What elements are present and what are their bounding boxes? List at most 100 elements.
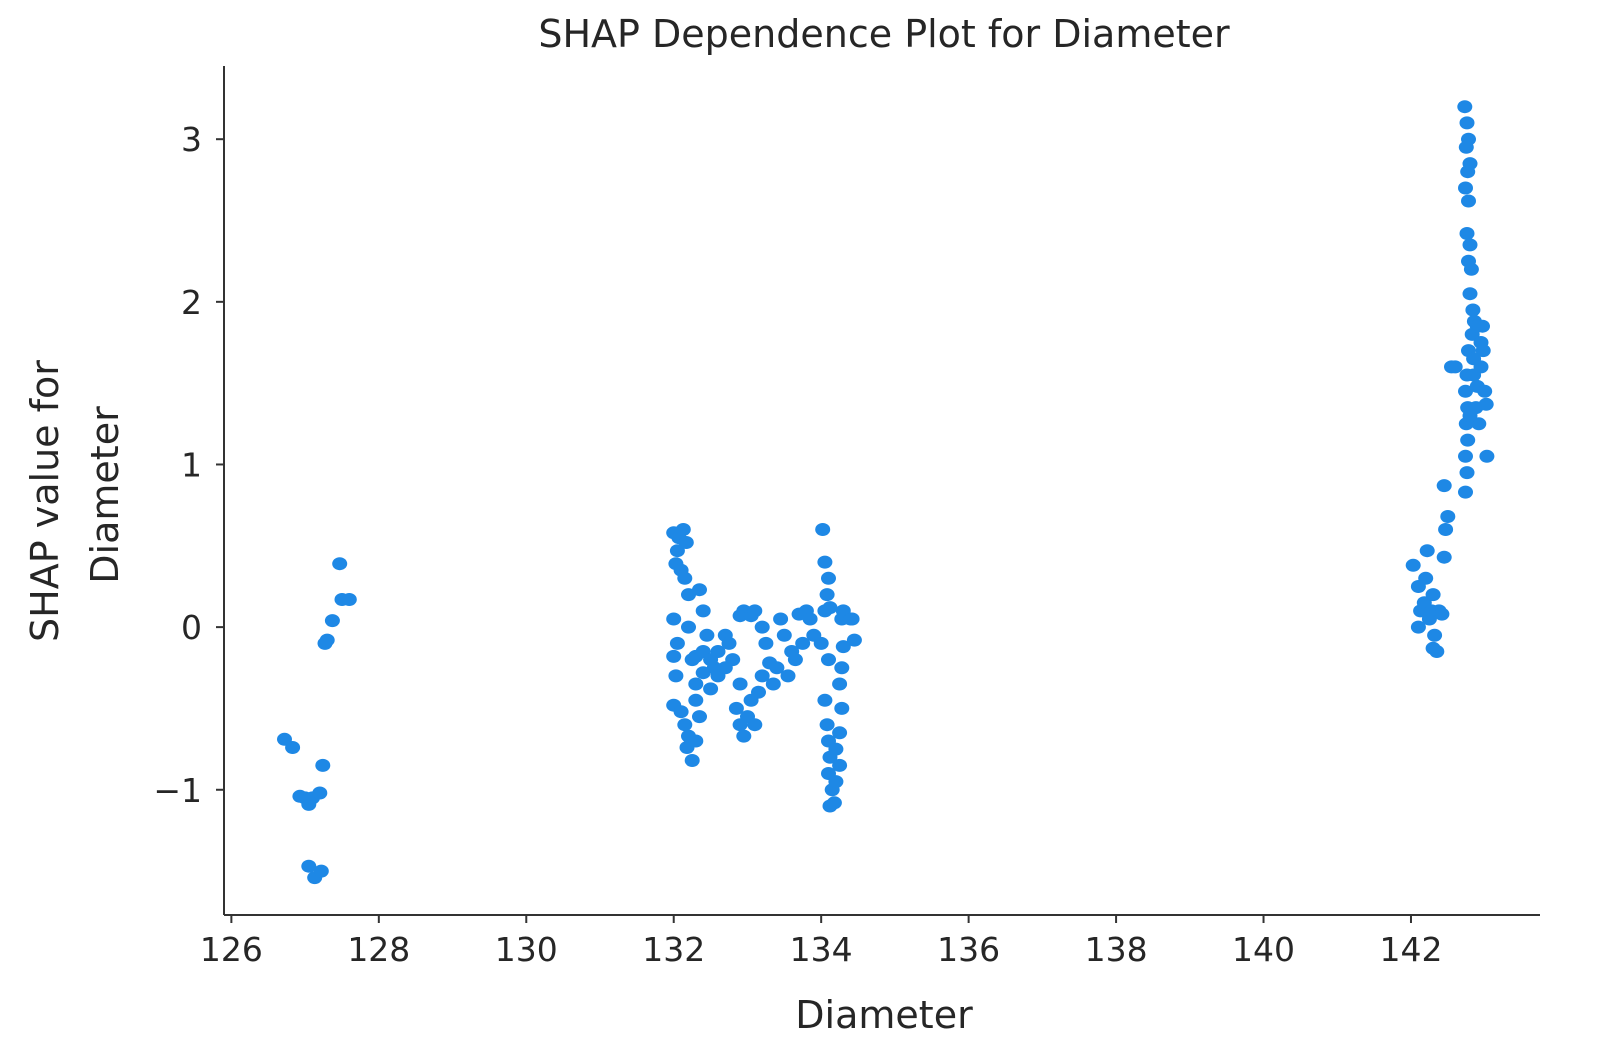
y-tick-label: 1 [181, 445, 202, 484]
y-tick-label: 2 [181, 283, 202, 322]
y-axis-label: SHAP value for Diameter [23, 348, 127, 642]
data-point [780, 669, 796, 683]
data-point [776, 628, 792, 642]
data-point [1440, 510, 1456, 523]
x-tick-label: 126 [200, 930, 263, 969]
data-point [684, 653, 700, 667]
data-point [1459, 116, 1475, 130]
data-point [728, 701, 744, 715]
data-point [703, 653, 719, 667]
data-point [1469, 319, 1485, 333]
data-point [844, 612, 860, 626]
data-point [751, 685, 766, 699]
x-tick-label: 132 [642, 930, 705, 969]
data-point [312, 786, 328, 800]
data-point [669, 544, 685, 558]
data-point [1463, 262, 1479, 276]
data-point [1405, 558, 1421, 572]
data-point [769, 661, 785, 675]
data-point [1461, 194, 1476, 208]
data-point [819, 718, 835, 732]
data-point [802, 612, 818, 626]
data-point [677, 718, 693, 732]
data-point [717, 661, 733, 675]
data-point [1466, 352, 1482, 366]
data-point [313, 864, 329, 878]
data-point [1458, 485, 1473, 499]
data-point [669, 636, 685, 650]
data-point [688, 677, 704, 691]
data-point [834, 661, 850, 675]
data-point [332, 557, 348, 571]
data-point [832, 758, 848, 772]
data-point [1459, 466, 1475, 480]
data-point [699, 628, 715, 642]
data-points [277, 100, 1495, 885]
data-point [1436, 479, 1452, 493]
data-point [815, 523, 831, 536]
data-point [319, 633, 335, 647]
data-point [832, 677, 848, 691]
data-point [817, 555, 833, 569]
data-point [1459, 227, 1475, 240]
data-point [315, 758, 331, 772]
data-point [1462, 287, 1478, 301]
data-point [1462, 238, 1478, 252]
x-tick-label: 128 [347, 930, 410, 969]
data-point [666, 649, 682, 663]
data-point [754, 620, 770, 634]
data-point [341, 593, 357, 606]
data-point [1438, 523, 1454, 536]
data-point [688, 734, 704, 748]
x-tick-label: 142 [1379, 930, 1442, 969]
data-point [1427, 628, 1443, 642]
data-point [795, 636, 811, 650]
y-tick-label: 3 [181, 120, 202, 159]
data-point [758, 636, 774, 650]
data-point [675, 523, 691, 536]
data-point [1460, 433, 1476, 447]
data-point [1460, 165, 1476, 179]
data-point [301, 859, 317, 873]
data-point [821, 571, 836, 585]
data-point [692, 583, 707, 597]
data-point [1447, 360, 1463, 374]
y-axis-label-line-2: Diameter [83, 406, 127, 584]
data-point [1425, 641, 1441, 655]
data-point [666, 612, 682, 626]
data-point [668, 669, 684, 683]
data-point [1458, 384, 1473, 398]
x-tick-label: 138 [1085, 930, 1148, 969]
data-point [828, 775, 844, 789]
data-point [1425, 588, 1441, 602]
data-point [1458, 140, 1474, 154]
data-point [1419, 544, 1435, 558]
y-axis-ticks: −1 0 1 2 3 [153, 120, 224, 810]
data-point [678, 536, 694, 549]
data-point [1462, 409, 1478, 423]
data-point [1457, 100, 1473, 114]
data-point [324, 614, 340, 628]
data-point [821, 653, 836, 667]
data-point [1465, 303, 1481, 317]
data-point [765, 677, 781, 691]
y-tick-label: 0 [181, 608, 202, 647]
data-point [692, 710, 707, 724]
data-point [747, 718, 763, 732]
data-point [832, 726, 848, 740]
data-point [688, 693, 704, 707]
x-tick-label: 136 [937, 930, 1000, 969]
data-point [787, 653, 803, 667]
data-point [846, 633, 862, 647]
data-point [732, 677, 748, 691]
chart-title: SHAP Dependence Plot for Diameter [538, 12, 1230, 56]
data-point [828, 742, 844, 756]
data-point [817, 693, 833, 707]
data-point [1418, 571, 1434, 585]
data-point [813, 636, 829, 650]
data-point [835, 640, 851, 654]
data-point [1478, 397, 1494, 411]
y-tick-label: −1 [153, 771, 202, 810]
x-tick-label: 134 [790, 930, 853, 969]
data-point [736, 729, 752, 743]
